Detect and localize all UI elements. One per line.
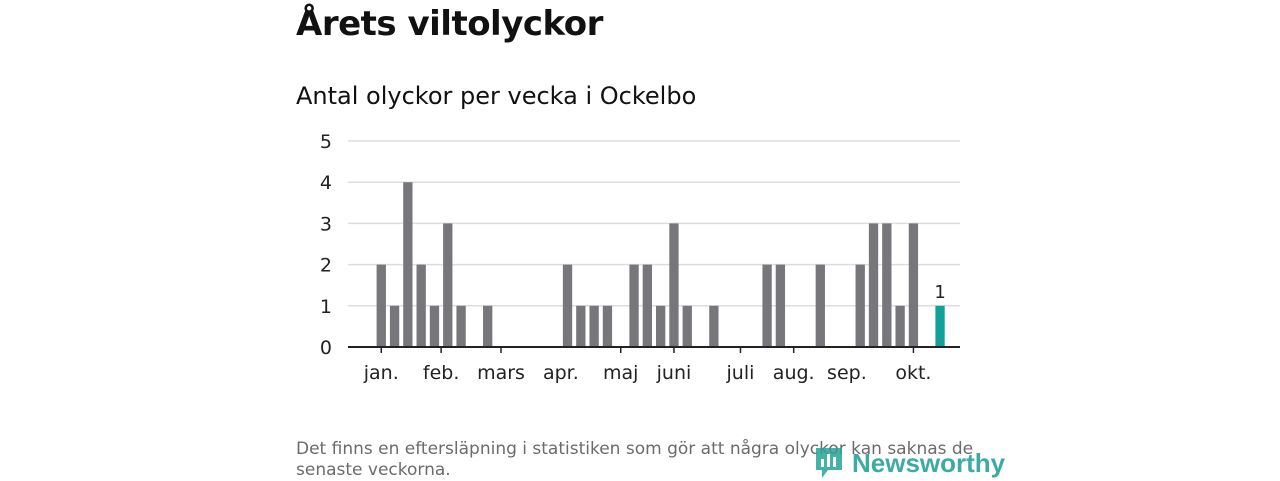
bar [815,264,825,347]
x-tick-label: sep. [827,362,867,384]
bar [389,305,400,347]
footnote: Det finns en eftersläpning i statistiken… [296,439,974,480]
x-tick-label: juli [726,362,755,384]
y-tick-label: 0 [320,337,332,359]
bar [669,223,679,347]
x-tick-label: okt. [895,362,931,384]
y-tick-label: 1 [320,296,332,318]
bar [655,305,666,347]
data-label-latest-week: 1 [934,282,945,303]
bar [416,264,426,347]
bars [376,182,945,347]
y-tick-label: 3 [320,213,332,235]
newsworthy-logo-text: Newsworthy [852,447,1006,478]
y-tick-label: 2 [320,255,332,277]
bar [868,223,879,347]
y-tick-label: 5 [320,131,332,153]
bar [589,305,599,347]
chart-title: Årets viltolyckor [296,4,603,44]
bar [642,264,653,347]
bar [682,305,692,347]
axes [348,346,960,353]
bar [456,305,466,347]
bar [483,305,493,347]
x-tick-label: aug. [773,362,815,384]
bar [882,223,892,347]
bar [376,264,386,347]
x-tick-label: maj [603,362,638,384]
bar [908,223,919,347]
newsworthy-logo-icon [816,448,842,478]
bar [429,305,440,347]
bar [562,264,573,347]
bar [576,305,586,347]
x-tick-label: juni [656,362,692,384]
x-tick-label: feb. [423,362,459,384]
x-tick-label: jan. [363,362,399,384]
bar [775,264,786,347]
bar [762,264,772,347]
y-tick-label: 4 [320,172,332,194]
newsworthy-logo: Newsworthy [814,446,1005,480]
bar [602,305,613,347]
chart-subtitle: Antal olyckor per vecka i Ockelbo [296,82,697,110]
tick-labels: 0 1 2 3 4 5 1 jan. feb. mars apr. maj juni juli aug. se… [320,131,946,384]
bar [403,182,413,347]
bar [629,264,639,347]
gridlines [348,140,960,307]
x-tick-label: apr. [543,362,579,384]
bar [855,264,865,347]
bar [709,305,719,347]
bar-latest-week [935,305,945,347]
bar [895,305,905,347]
bar [443,223,453,347]
weekly-accidents-bar-chart: 0 1 2 3 4 5 1 jan. feb. mars apr. maj juni juli aug. se… [320,131,960,384]
x-tick-label: mars [477,362,525,384]
